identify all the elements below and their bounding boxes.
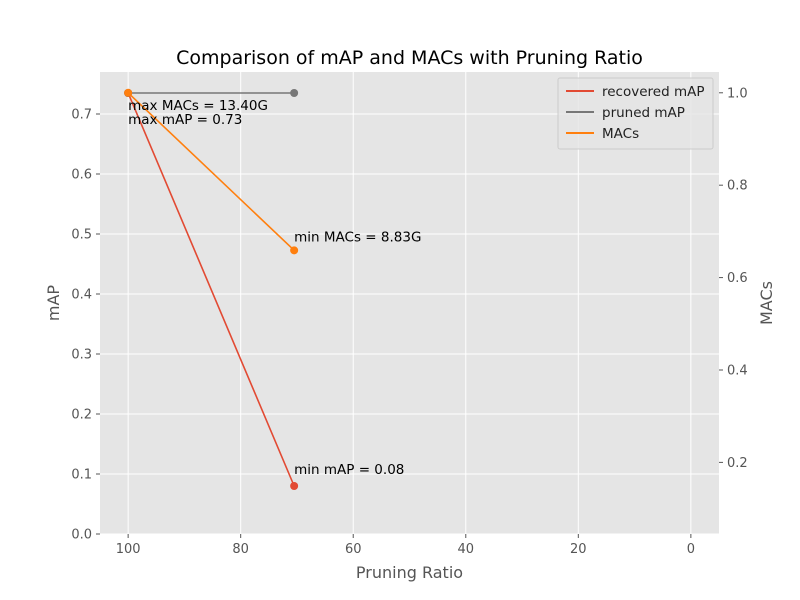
series-line-macs xyxy=(127,92,295,251)
y-left-tick-label: 0.5 xyxy=(71,228,92,243)
legend-label: pruned mAP xyxy=(602,105,685,121)
legend-label: recovered mAP xyxy=(602,84,704,100)
y-left-tick-label: 0.6 xyxy=(71,168,92,183)
x-tick-label: 0 xyxy=(687,542,695,557)
legend-label: MACs xyxy=(602,126,639,142)
y-right-tick-label: 0.6 xyxy=(727,271,748,286)
chart-title: Comparison of mAP and MACs with Pruning … xyxy=(176,47,643,69)
data-point-macs xyxy=(290,246,299,255)
y-left-tick-label: 0.3 xyxy=(71,348,92,363)
series-layer xyxy=(124,88,299,490)
x-tick-label: 100 xyxy=(116,542,141,557)
x-axis-label: Pruning Ratio xyxy=(356,563,463,582)
y-right-tick-label: 0.8 xyxy=(727,179,748,194)
data-point-macs xyxy=(124,88,133,97)
series-line-recovered-map xyxy=(127,92,295,487)
data-point-recovered-map xyxy=(290,482,299,490)
tick-layer: 100 80 60 40 20 0 0.0 0.1 0.2 0.3 0.4 0.5 0.6 0.7 0.2 0… xyxy=(71,86,747,557)
x-tick-label: 80 xyxy=(232,542,249,557)
y-left-tick-label: 0.7 xyxy=(71,108,92,123)
x-tick-label: 20 xyxy=(570,542,587,557)
legend-items: recovered mAP pruned mAP MACs xyxy=(566,84,704,142)
x-tick-label: 60 xyxy=(345,542,362,557)
y-right-tick-label: 0.4 xyxy=(727,363,748,378)
legend-box xyxy=(557,77,714,150)
annotation-label: min mAP = 0.08 xyxy=(294,462,404,478)
x-tick-label: 40 xyxy=(457,542,474,557)
y-axis-right-label: MACs xyxy=(757,281,776,325)
y-left-tick-label: 0.2 xyxy=(71,408,92,423)
y-axis-left-label: mAP xyxy=(44,285,63,322)
data-point-pruned-map xyxy=(290,89,299,97)
y-right-tick-label: 0.2 xyxy=(727,456,748,471)
y-right-tick-label: 1.0 xyxy=(727,86,748,101)
y-left-tick-label: 0.0 xyxy=(71,528,92,543)
y-left-tick-label: 0.4 xyxy=(71,288,92,303)
annotation-label: min MACs = 8.83G xyxy=(294,229,421,245)
annotation-label: max MACs = 13.40G xyxy=(128,98,268,114)
legend: recovered mAP pruned mAP MACs xyxy=(557,77,714,150)
y-left-tick-label: 0.1 xyxy=(71,468,92,483)
annotation-label: max mAP = 0.73 xyxy=(128,112,242,128)
